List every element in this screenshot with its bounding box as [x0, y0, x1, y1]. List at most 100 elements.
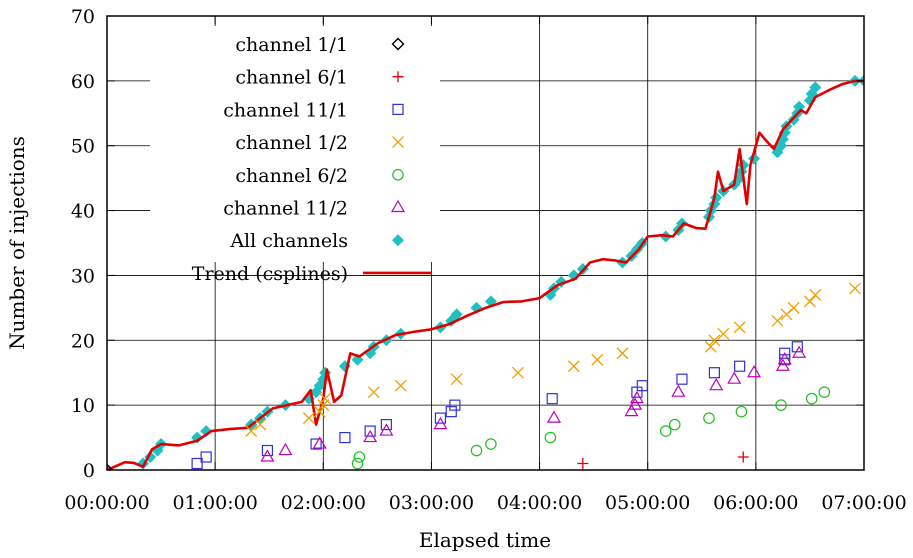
data-point [792, 345, 807, 358]
data-point [577, 458, 589, 470]
y-tick-label: 60 [71, 71, 95, 93]
data-point [747, 365, 762, 378]
data-point [791, 341, 803, 353]
data-point [775, 399, 787, 411]
data-point [245, 425, 258, 438]
data-point [624, 403, 639, 417]
trend-line [107, 79, 864, 470]
data-point [675, 217, 688, 230]
data-point [703, 412, 715, 424]
data-point [708, 367, 721, 379]
data-point [676, 373, 688, 385]
legend-marker [391, 37, 405, 51]
data-point [659, 425, 672, 437]
data-point [704, 340, 717, 353]
x-axis-label: Elapsed time [419, 528, 551, 552]
data-point [302, 412, 315, 425]
data-point [849, 282, 861, 295]
data-point [261, 444, 274, 457]
legend-marker [392, 234, 404, 247]
data-point [546, 393, 558, 405]
legend: channel 1/1 channel 6/1 channel 11/1 channe… [150, 26, 440, 285]
x-tick-label: 03:00:00 [389, 492, 474, 514]
y-axis-label: Number of injections [5, 136, 29, 350]
legend-item: channel 11/2 [223, 198, 406, 220]
x-tick-label: 00:00:00 [64, 492, 149, 514]
legend-item: channel 1/2 [235, 132, 404, 154]
data-point [775, 358, 790, 371]
data-point [809, 81, 822, 94]
plot-frame [106, 15, 865, 471]
data-point [312, 436, 327, 449]
y-tick-label: 20 [71, 330, 95, 352]
data-point [367, 386, 380, 399]
y-tick-label: 50 [71, 136, 95, 158]
x-tick-label: 06:00:00 [713, 492, 798, 514]
legend-item: Trend (csplines) [192, 263, 432, 285]
data-point [339, 431, 351, 444]
y-tick-label: 70 [71, 6, 95, 28]
data-point [353, 451, 366, 463]
data-point [787, 301, 800, 314]
data-point [733, 321, 746, 334]
legend-label: All channels [229, 230, 348, 252]
data-point [629, 390, 644, 404]
data-point [779, 347, 791, 359]
data-point [735, 405, 748, 418]
data-point [777, 352, 792, 365]
data-point [805, 392, 818, 405]
legend-label: channel 1/1 [235, 34, 348, 56]
data-point [591, 353, 604, 366]
data-point [671, 384, 686, 397]
series-4 [351, 386, 831, 470]
data-point [708, 334, 721, 347]
data-point [363, 429, 378, 443]
legend-item: channel 6/2 [235, 165, 404, 187]
data-point [310, 438, 322, 450]
data-point [433, 416, 448, 430]
legend-label: channel 6/2 [235, 165, 348, 187]
data-point [107, 463, 114, 470]
data-point [803, 295, 816, 308]
data-point [445, 406, 457, 418]
series-1 [577, 451, 749, 470]
legend-item: All channels [229, 230, 404, 252]
series-5 [260, 345, 807, 462]
data-point [709, 377, 724, 391]
data-point [771, 314, 784, 327]
series-2 [191, 341, 803, 470]
y-tick-label: 30 [71, 265, 95, 287]
y-tick-label: 0 [83, 460, 95, 482]
data-point [717, 327, 730, 340]
legend-label: channel 6/1 [235, 67, 348, 89]
legend-label: Trend (csplines) [192, 263, 348, 285]
legend-item: channel 6/1 [235, 67, 404, 89]
data-point [254, 418, 267, 431]
data-point [313, 405, 326, 418]
x-tick-label: 01:00:00 [172, 492, 257, 514]
data-point [200, 451, 212, 463]
tick-labels: 00:00:00 01:00:00 02:00:00 03:00:00 04:00:00… [64, 6, 906, 514]
data-point [450, 308, 463, 321]
data-point [191, 457, 203, 470]
data-point [511, 366, 524, 379]
data-point [394, 379, 407, 392]
legend-marker [392, 103, 404, 116]
data-point [449, 399, 461, 411]
series-3 [245, 282, 861, 438]
legend-marker [392, 136, 404, 149]
data-point [567, 360, 580, 373]
data-point [485, 438, 497, 450]
data-point [616, 347, 629, 360]
x-tick-label: 02:00:00 [281, 492, 366, 514]
data-point [450, 373, 463, 386]
legend-item: channel 11/1 [223, 99, 404, 121]
data-point [544, 431, 557, 444]
y-tick-label: 10 [71, 395, 95, 417]
data-point [379, 423, 394, 436]
y-tick-label: 40 [71, 201, 95, 223]
legend-marker [392, 71, 404, 83]
legend-label: channel 1/2 [235, 132, 348, 154]
data-point [434, 412, 447, 424]
